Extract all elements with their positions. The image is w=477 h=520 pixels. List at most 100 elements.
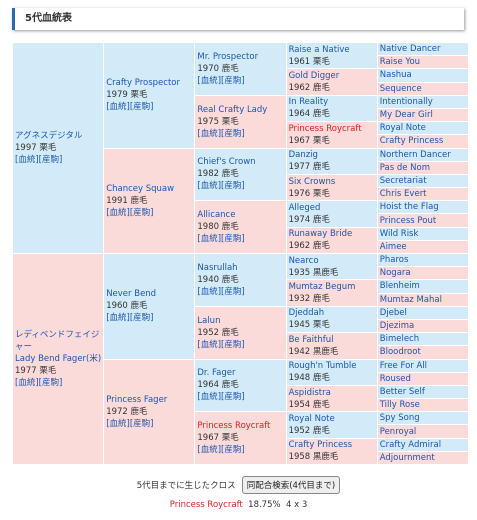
horse-name[interactable]: Mumtaz Mahal <box>379 294 442 305</box>
horse-name[interactable]: Pas de Nom <box>379 162 430 173</box>
horse-name[interactable]: Never Bend <box>106 289 157 300</box>
horse-cell: Djezima <box>376 318 470 334</box>
pedigree-link[interactable]: [血統] <box>15 378 39 388</box>
horse-name[interactable]: Lalun <box>197 315 221 326</box>
offspring-link[interactable]: [産駒] <box>38 155 63 165</box>
horse-name[interactable]: Free For All <box>379 360 428 371</box>
horse-name[interactable]: Chancey Squaw <box>106 183 175 194</box>
offspring-link[interactable]: [産駒] <box>221 181 245 192</box>
horse-name[interactable]: Chief's Crown <box>197 157 256 168</box>
horse-name[interactable]: Real Crafty Lady <box>197 104 268 115</box>
pedigree-link[interactable]: [血統] <box>197 181 222 192</box>
horse-name[interactable]: Wild Risk <box>379 228 419 239</box>
horse-cell: Chancey Squaw 1991 鹿毛 [血統][産駒] <box>103 147 196 254</box>
pedigree-link[interactable]: [血統] <box>106 102 130 113</box>
horse-name[interactable]: Royal Note <box>288 413 335 424</box>
horse-name[interactable]: Dr. Fager <box>197 368 236 379</box>
horse-cell: Raise a Native 1961 栗毛 <box>285 41 378 70</box>
horse-name[interactable]: Nearco <box>288 255 319 266</box>
offspring-link[interactable]: [産駒] <box>221 339 245 350</box>
horse-name[interactable]: Chris Evert <box>379 189 427 200</box>
horse-name[interactable]: Princess Roycraft <box>197 421 271 432</box>
horse-name[interactable]: Penroyal <box>379 426 417 437</box>
horse-name[interactable]: Crafty Princess <box>288 440 353 451</box>
horse-name[interactable]: Northern Dancer <box>379 149 451 160</box>
horse-name[interactable]: Six Crowns <box>288 176 336 187</box>
pedigree-row: Aspidistra 1954 鹿毛 Better Self <box>13 384 470 413</box>
horse-name[interactable]: Blenheim <box>379 281 420 292</box>
pedigree-link[interactable]: [血統] <box>197 128 222 139</box>
horse-name[interactable]: Princess Roycraft <box>288 123 362 134</box>
offspring-link[interactable]: [産駒] <box>221 128 245 139</box>
horse-name[interactable]: Nashua <box>379 70 412 81</box>
horse-name-en[interactable]: Lady Bend Fager(米) <box>15 354 102 364</box>
horse-name[interactable]: My Dear Girl <box>379 110 433 121</box>
horse-name[interactable]: Alleged <box>288 202 321 213</box>
search-button[interactable]: 同配合検索(4代目まで) <box>241 476 341 494</box>
offspring-link[interactable]: [産駒] <box>129 207 154 218</box>
horse-name[interactable]: Rough'n Tumble <box>288 361 357 372</box>
horse-name[interactable]: Princess Fager <box>106 394 168 405</box>
pedigree-link[interactable]: [血統] <box>197 286 222 297</box>
horse-name[interactable]: Be Faithful <box>288 334 334 345</box>
horse-name[interactable]: Aspidistra <box>288 387 331 398</box>
horse-name[interactable]: Spy Song <box>379 413 420 424</box>
pedigree-link[interactable]: [血統] <box>197 339 222 350</box>
horse-name[interactable]: Raise a Native <box>288 44 350 55</box>
horse-name[interactable]: Tilly Rose <box>379 400 420 411</box>
horse-name[interactable]: アグネスデジタル <box>15 131 83 141</box>
horse-name[interactable]: Bloodroot <box>379 347 421 358</box>
horse-name[interactable]: Crafty Princess <box>379 136 444 147</box>
pedigree-link[interactable]: [血統] <box>197 445 222 456</box>
horse-name[interactable]: Pharos <box>379 255 409 266</box>
horse-coat: 黒鹿毛 <box>312 346 339 357</box>
offspring-link[interactable]: [産駒] <box>221 75 245 86</box>
horse-name[interactable]: Roused <box>379 373 411 384</box>
horse-name[interactable]: Mr. Prospector <box>197 51 259 62</box>
pedigree-link[interactable]: [血統] <box>106 207 130 218</box>
horse-name[interactable]: Allicance <box>197 210 236 221</box>
offspring-link[interactable]: [産駒] <box>38 378 63 388</box>
horse-name[interactable]: Royal Note <box>379 123 426 134</box>
offspring-link[interactable]: [産駒] <box>221 392 245 403</box>
offspring-link[interactable]: [産駒] <box>129 418 154 429</box>
horse-name[interactable]: Adjournment <box>379 452 435 463</box>
horse-name[interactable]: Hoist the Flag <box>379 202 439 213</box>
horse-name[interactable]: Gold Digger <box>288 71 340 82</box>
horse-name[interactable]: Princess Pout <box>379 215 437 226</box>
horse-cell: Tilly Rose <box>376 398 470 413</box>
offspring-link[interactable]: [産駒] <box>221 445 245 456</box>
horse-name[interactable]: Nasrullah <box>197 262 238 273</box>
horse-name[interactable]: Mumtaz Begum <box>288 282 356 293</box>
pedigree-link[interactable]: [血統] <box>197 75 222 86</box>
horse-name[interactable]: In Reality <box>288 97 329 108</box>
offspring-link[interactable]: [産駒] <box>221 286 245 297</box>
pedigree-link[interactable]: [血統] <box>106 313 130 324</box>
horse-name[interactable]: Sequence <box>379 83 422 94</box>
horse-cell: レディベンドフェイジャー Lady Bend Fager(米) 1977 栗毛 [血統… <box>11 253 105 465</box>
horse-name[interactable]: Crafty Prospector <box>106 78 180 89</box>
horse-name[interactable]: Djezima <box>379 321 415 332</box>
pedigree-link[interactable]: [血統] <box>15 155 39 165</box>
horse-name[interactable]: Crafty Admiral <box>379 439 442 450</box>
horse-name[interactable]: Djebel <box>379 307 407 318</box>
horse-name[interactable]: Intentionally <box>379 96 433 107</box>
horse-name[interactable]: Native Dancer <box>379 44 441 55</box>
horse-name[interactable]: Secretariat <box>379 175 427 186</box>
horse-name[interactable]: Aimee <box>379 241 407 252</box>
horse-name[interactable]: Djeddah <box>288 308 325 319</box>
offspring-link[interactable]: [産駒] <box>129 313 154 324</box>
offspring-link[interactable]: [産駒] <box>129 102 154 113</box>
pedigree-link[interactable]: [血統] <box>106 418 130 429</box>
pedigree-link[interactable]: [血統] <box>197 392 222 403</box>
horse-name[interactable]: Nogara <box>379 268 411 279</box>
cross-horse[interactable]: Princess Roycraft <box>169 500 243 510</box>
horse-name[interactable]: Runaway Bride <box>288 229 353 240</box>
horse-name[interactable]: Bimelech <box>379 334 420 345</box>
offspring-link[interactable]: [産駒] <box>221 234 245 245</box>
horse-name[interactable]: Danzig <box>288 150 318 161</box>
horse-name[interactable]: レディベンドフェイジャー <box>15 330 100 352</box>
horse-name[interactable]: Better Self <box>379 386 425 397</box>
horse-name[interactable]: Raise You <box>379 57 421 68</box>
pedigree-link[interactable]: [血統] <box>197 234 222 245</box>
